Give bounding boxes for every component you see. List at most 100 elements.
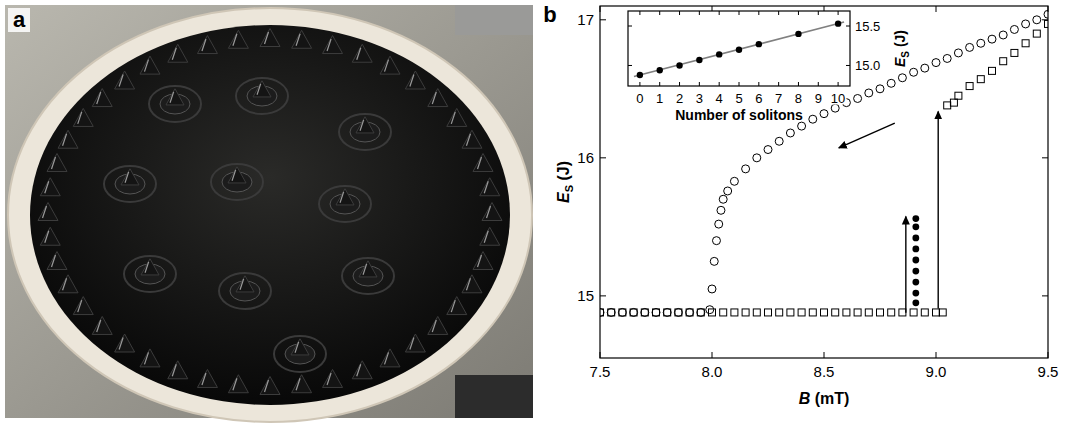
spike-highlight: [296, 34, 300, 46]
square-marker: [1011, 49, 1018, 56]
spike-highlight: [63, 134, 67, 146]
square-marker: [888, 309, 895, 316]
circle-marker: [1022, 20, 1030, 28]
y-tick: [1042, 157, 1048, 158]
disc-marker: [716, 51, 722, 57]
circle-marker: [697, 308, 705, 316]
circle-marker: [1033, 16, 1041, 24]
x-tick-label: 8.5: [814, 363, 835, 380]
x-axis-title-part: (mT): [810, 390, 849, 407]
spike: [473, 252, 493, 270]
photo-object: [455, 5, 533, 35]
circle-marker: [1010, 25, 1018, 33]
square-marker: [1000, 58, 1007, 65]
x-tick: [639, 82, 640, 86]
y-tick-label: 15: [577, 287, 594, 304]
spike-highlight: [97, 320, 101, 332]
x-tick: [679, 82, 680, 86]
x-tick: [936, 352, 937, 358]
x-tick-label: 4: [716, 91, 723, 106]
spike-highlight: [340, 192, 344, 203]
y-tick: [600, 19, 606, 20]
spike-highlight: [63, 278, 67, 290]
arrow: [905, 217, 906, 313]
y-tick: [1042, 295, 1048, 296]
spike-highlight: [410, 74, 414, 86]
spike: [73, 108, 93, 126]
soliton-ripple: [342, 258, 394, 294]
spike-highlight: [119, 74, 123, 86]
y-tick-label: 15.0: [855, 58, 880, 73]
series-group: [600, 10, 1048, 316]
circle-marker: [710, 257, 718, 265]
circle-marker: [686, 308, 694, 316]
y-axis-title: ES (J): [892, 30, 911, 67]
x-tick: [1048, 6, 1049, 12]
spike-highlight: [478, 157, 482, 169]
x-tick-label: 10: [831, 91, 845, 106]
square-marker: [933, 309, 940, 316]
circle-marker: [876, 85, 884, 93]
x-tick: [699, 82, 700, 86]
circle-marker: [887, 79, 895, 87]
spike: [47, 252, 67, 270]
spike-highlight: [484, 231, 488, 243]
square-marker: [877, 309, 884, 316]
arrow: [938, 111, 939, 308]
circle-marker: [898, 74, 906, 82]
x-tick-label: 3: [696, 91, 703, 106]
spike: [115, 334, 135, 352]
spike: [380, 56, 400, 74]
x-tick-label: 0: [636, 91, 643, 106]
square-marker: [843, 309, 850, 316]
circle-marker: [786, 129, 794, 137]
photo-object: [455, 375, 533, 418]
circle-marker: [932, 59, 940, 67]
spike: [73, 297, 93, 315]
spike-highlight: [466, 278, 470, 290]
main-chart: 7.58.08.59.09.5151617B (mT)ES (J): [555, 6, 1058, 407]
disc-marker: [912, 268, 919, 275]
spike: [92, 316, 112, 334]
square-marker: [798, 309, 805, 316]
y-tick-label: 15.5: [855, 19, 880, 34]
spike: [405, 334, 425, 352]
spike-highlight: [265, 380, 269, 392]
x-tick: [824, 352, 825, 358]
spike: [323, 36, 343, 54]
spike: [359, 261, 377, 277]
disc-marker: [912, 279, 919, 286]
x-tick: [712, 352, 713, 358]
y-tick: [600, 295, 606, 296]
circle-marker: [708, 285, 716, 293]
spike: [428, 316, 448, 334]
square-marker: [955, 92, 962, 99]
spike: [47, 153, 67, 171]
disc-marker: [912, 290, 919, 297]
spike-highlight: [265, 32, 269, 44]
spike-highlight: [363, 264, 367, 275]
square-marker: [809, 309, 816, 316]
spike: [168, 44, 188, 62]
square-marker: [742, 309, 749, 316]
spike: [168, 361, 188, 379]
x-tick-label: 7.5: [590, 363, 611, 380]
disc-marker: [912, 299, 919, 306]
circle-marker: [865, 89, 873, 97]
square-marker: [966, 83, 973, 90]
disc-marker: [912, 257, 919, 264]
circle-marker: [921, 64, 929, 72]
circle-marker: [742, 165, 750, 173]
circle-marker: [618, 308, 626, 316]
y-tick: [846, 26, 850, 27]
y-tick-label: 16: [577, 149, 594, 166]
spike: [166, 89, 184, 105]
spike: [228, 167, 246, 183]
x-tick-label: 8: [795, 91, 802, 106]
square-marker: [709, 309, 716, 316]
circle-marker: [809, 115, 817, 123]
x-tick: [818, 82, 819, 86]
spike-highlight: [144, 60, 148, 72]
soliton-ripple: [124, 256, 176, 292]
circle-marker: [724, 187, 732, 195]
